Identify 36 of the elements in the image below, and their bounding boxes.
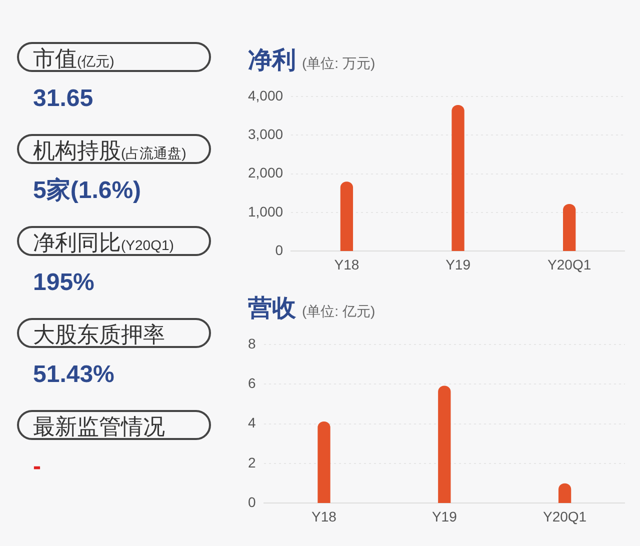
chart-title: 净利: [248, 47, 296, 74]
x-tick-label: Y19: [446, 256, 471, 272]
text: 最新监管情况: [17, 410, 211, 440]
text: 5家(1.6%): [33, 176, 142, 206]
y-tick-label: 6: [248, 374, 256, 391]
text: 195%: [33, 268, 96, 298]
bar: [558, 483, 572, 504]
x-tick-label: Y19: [432, 508, 458, 524]
y-tick-label: 2: [248, 454, 256, 470]
y-tick-label: 3,000: [248, 126, 284, 142]
bar: [318, 421, 330, 504]
chart-subtitle: (单位: 亿元): [302, 303, 376, 319]
text: 机构持股(占流通盘): [17, 134, 211, 164]
x-tick-label: Y18: [312, 508, 337, 524]
text: 大股东质押率: [17, 318, 211, 348]
x-tick-label: Y20Q1: [548, 256, 592, 272]
text: -: [33, 452, 42, 482]
y-tick-label: 0: [248, 494, 256, 510]
y-tick-label: 4: [248, 414, 256, 431]
x-tick-label: Y18: [334, 256, 360, 272]
y-tick-label: 8: [248, 335, 256, 352]
bar: [438, 386, 451, 504]
bar: [563, 204, 576, 252]
chart-title: 营收: [248, 295, 296, 322]
text: 31.65: [33, 84, 94, 114]
chart-subtitle: (单位: 万元): [302, 55, 376, 71]
text: 市值(亿元): [17, 42, 211, 72]
y-tick-label: 0: [275, 242, 284, 258]
bar: [452, 104, 464, 252]
y-tick-label: 4,000: [248, 87, 284, 104]
text: 51.43%: [33, 360, 116, 390]
y-tick-label: 2,000: [248, 164, 284, 181]
x-tick-label: Y20Q1: [543, 508, 587, 524]
bar: [340, 182, 354, 252]
y-tick-label: 1,000: [248, 203, 284, 220]
text: 净利同比(Y20Q1): [17, 226, 211, 256]
